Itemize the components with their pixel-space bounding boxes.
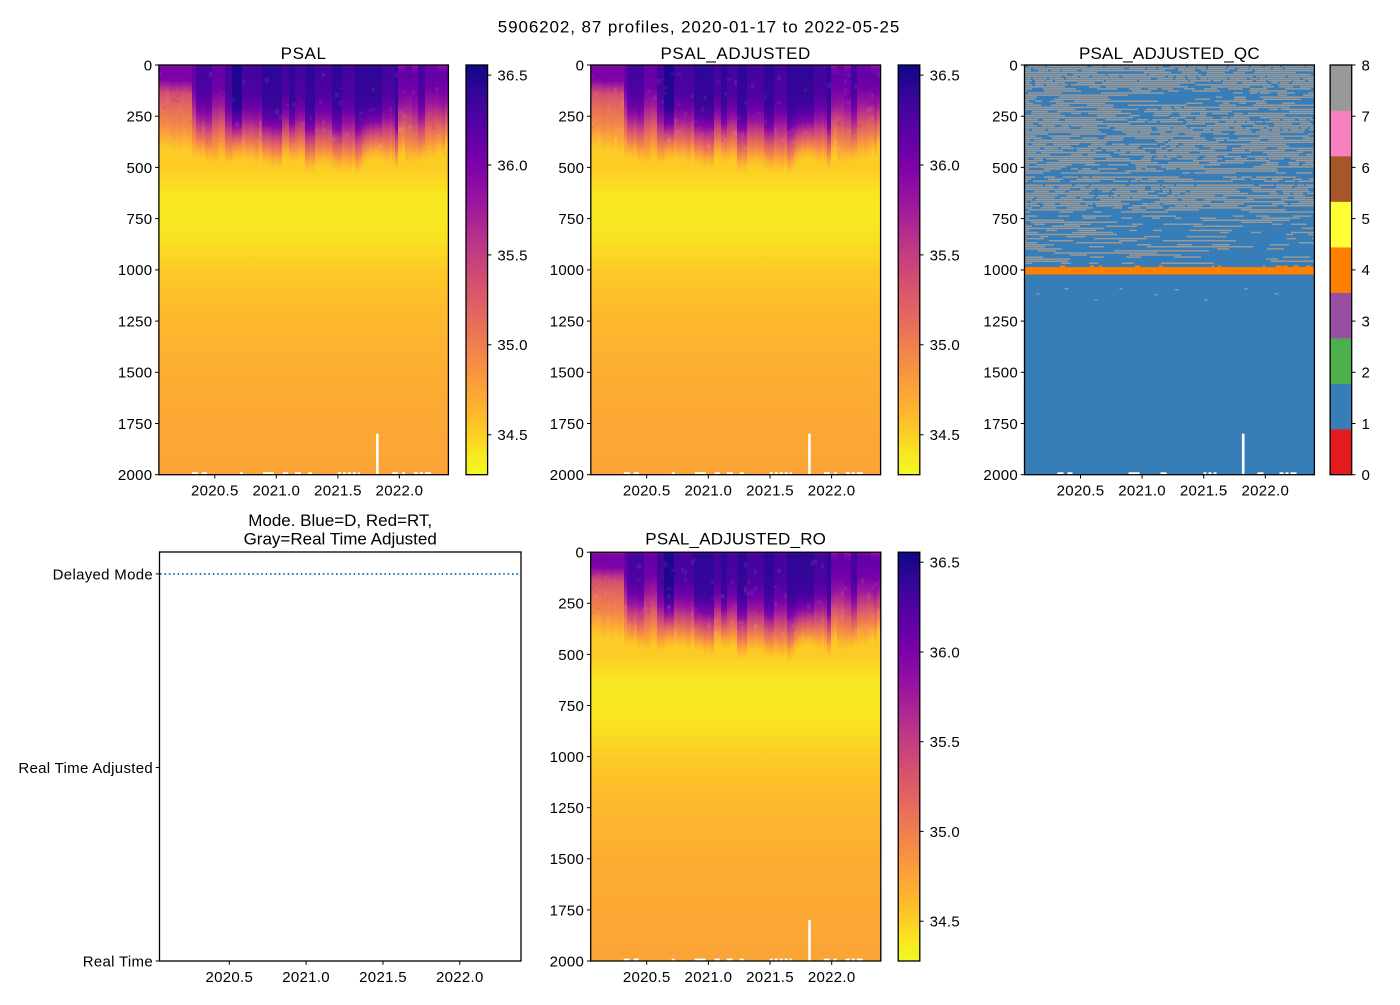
svg-text:0: 0 (144, 57, 153, 74)
svg-text:1750: 1750 (118, 416, 153, 433)
svg-text:2000: 2000 (983, 467, 1018, 484)
svg-text:2021.5: 2021.5 (1180, 483, 1228, 500)
svg-text:7: 7 (1362, 109, 1371, 126)
svg-text:0: 0 (1009, 57, 1018, 74)
svg-text:8: 8 (1362, 57, 1371, 74)
svg-text:750: 750 (558, 698, 584, 715)
svg-text:34.5: 34.5 (930, 427, 960, 444)
svg-text:500: 500 (126, 160, 152, 177)
svg-text:Real Time Adjusted: Real Time Adjusted (18, 760, 153, 777)
svg-text:35.0: 35.0 (930, 824, 960, 841)
svg-text:36.0: 36.0 (497, 157, 527, 174)
svg-text:2021.0: 2021.0 (1118, 483, 1166, 500)
svg-text:250: 250 (558, 109, 584, 126)
svg-text:1000: 1000 (983, 262, 1018, 279)
svg-text:36.0: 36.0 (930, 157, 960, 174)
svg-text:2021.0: 2021.0 (685, 969, 733, 986)
svg-text:35.5: 35.5 (930, 247, 960, 264)
svg-text:34.5: 34.5 (497, 427, 527, 444)
svg-text:2021.5: 2021.5 (746, 969, 794, 986)
svg-text:1750: 1750 (550, 416, 585, 433)
svg-text:PSAL_ADJUSTED_QC: PSAL_ADJUSTED_QC (1079, 44, 1260, 63)
svg-text:1750: 1750 (550, 902, 585, 919)
svg-text:2020.5: 2020.5 (205, 969, 253, 986)
svg-text:2020.5: 2020.5 (623, 969, 671, 986)
svg-text:0: 0 (576, 57, 585, 74)
svg-text:2000: 2000 (118, 467, 153, 484)
svg-text:1: 1 (1362, 416, 1371, 433)
svg-text:3: 3 (1362, 314, 1371, 331)
svg-text:2021.0: 2021.0 (684, 483, 732, 500)
svg-text:6: 6 (1362, 160, 1371, 177)
svg-text:5: 5 (1362, 211, 1371, 228)
svg-text:1250: 1250 (550, 800, 585, 817)
svg-text:2022.0: 2022.0 (1241, 483, 1289, 500)
svg-text:Delayed Mode: Delayed Mode (53, 566, 153, 583)
svg-text:36.5: 36.5 (497, 68, 527, 85)
svg-text:PSAL_ADJUSTED: PSAL_ADJUSTED (660, 44, 810, 63)
svg-text:35.5: 35.5 (930, 734, 960, 751)
svg-text:PSAL: PSAL (281, 44, 327, 63)
svg-text:1000: 1000 (550, 749, 585, 766)
svg-text:2000: 2000 (550, 467, 585, 484)
svg-text:750: 750 (992, 211, 1018, 228)
svg-text:1250: 1250 (550, 314, 585, 331)
svg-text:0: 0 (576, 545, 585, 562)
svg-text:750: 750 (558, 211, 584, 228)
svg-text:35.0: 35.0 (930, 337, 960, 354)
svg-text:1500: 1500 (118, 365, 153, 382)
svg-text:35.5: 35.5 (497, 247, 527, 264)
svg-text:1500: 1500 (550, 365, 585, 382)
svg-text:500: 500 (558, 647, 584, 664)
svg-text:35.0: 35.0 (497, 337, 527, 354)
svg-text:Mode. Blue=D, Red=RT,: Mode. Blue=D, Red=RT, (248, 511, 432, 530)
svg-text:2021.5: 2021.5 (359, 969, 407, 986)
svg-text:2021.5: 2021.5 (746, 483, 794, 500)
svg-text:2: 2 (1362, 365, 1371, 382)
svg-text:5906202, 87 profiles, 2020-01-: 5906202, 87 profiles, 2020-01-17 to 2022… (498, 17, 900, 36)
svg-text:1500: 1500 (550, 851, 585, 868)
svg-text:2022.0: 2022.0 (436, 969, 484, 986)
svg-text:1000: 1000 (550, 262, 585, 279)
svg-text:1250: 1250 (118, 314, 153, 331)
svg-text:250: 250 (558, 596, 584, 613)
svg-text:500: 500 (558, 160, 584, 177)
svg-text:500: 500 (992, 160, 1018, 177)
svg-text:1250: 1250 (983, 314, 1018, 331)
svg-text:250: 250 (126, 109, 152, 126)
svg-text:36.5: 36.5 (930, 68, 960, 85)
svg-text:1750: 1750 (983, 416, 1018, 433)
svg-text:4: 4 (1362, 262, 1371, 279)
svg-text:2021.0: 2021.0 (282, 969, 330, 986)
svg-text:1000: 1000 (118, 262, 153, 279)
svg-text:2021.0: 2021.0 (252, 483, 300, 500)
svg-text:PSAL_ADJUSTED_RO: PSAL_ADJUSTED_RO (645, 530, 826, 549)
svg-text:Gray=Real Time Adjusted: Gray=Real Time Adjusted (244, 530, 437, 549)
svg-text:36.0: 36.0 (930, 644, 960, 661)
svg-text:2020.5: 2020.5 (1057, 483, 1105, 500)
svg-text:2022.0: 2022.0 (376, 483, 424, 500)
svg-text:Real Time: Real Time (83, 953, 153, 970)
svg-text:36.5: 36.5 (930, 555, 960, 572)
svg-text:2021.5: 2021.5 (314, 483, 362, 500)
svg-text:2020.5: 2020.5 (191, 483, 239, 500)
svg-text:2000: 2000 (550, 953, 585, 970)
svg-text:250: 250 (992, 109, 1018, 126)
svg-text:2022.0: 2022.0 (808, 483, 856, 500)
svg-text:1500: 1500 (983, 365, 1018, 382)
svg-text:2020.5: 2020.5 (623, 483, 671, 500)
svg-text:2022.0: 2022.0 (808, 969, 856, 986)
svg-text:0: 0 (1362, 467, 1371, 484)
svg-text:750: 750 (126, 211, 152, 228)
svg-text:34.5: 34.5 (930, 914, 960, 931)
